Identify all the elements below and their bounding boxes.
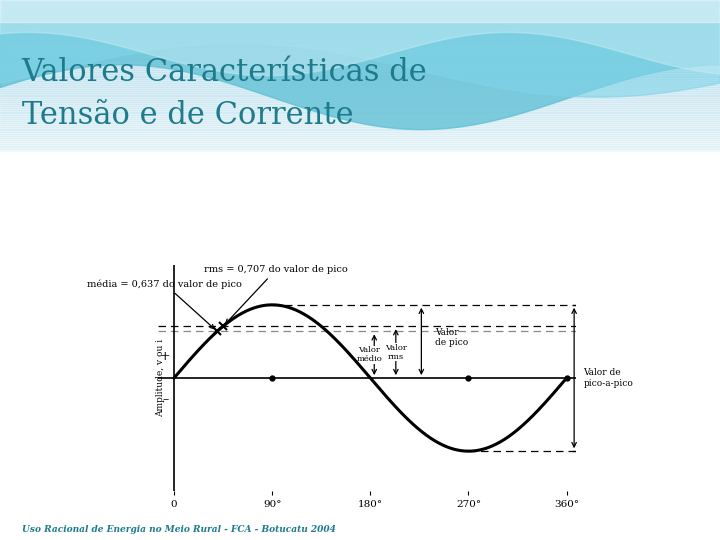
Text: –: – [162,394,168,407]
Text: média = 0,637 do valor de pico: média = 0,637 do valor de pico [87,279,242,329]
Text: Amplitude, v ou i: Amplitude, v ou i [156,339,165,417]
Text: rms = 0,707 do valor de pico: rms = 0,707 do valor de pico [204,265,348,323]
Text: Valor
médio: Valor médio [356,346,382,363]
Text: Valores Características de: Valores Características de [22,57,428,87]
Text: Tensão e de Corrente: Tensão e de Corrente [22,100,354,131]
Text: Valor
rms: Valor rms [385,343,407,361]
Text: Valor de
pico-a-pico: Valor de pico-a-pico [583,368,634,388]
Text: Uso Racional de Energia no Meio Rural - FCA - Botucatu 2004: Uso Racional de Energia no Meio Rural - … [22,524,336,534]
Text: +: + [160,349,171,362]
Text: Valor
de pico: Valor de pico [435,328,468,347]
